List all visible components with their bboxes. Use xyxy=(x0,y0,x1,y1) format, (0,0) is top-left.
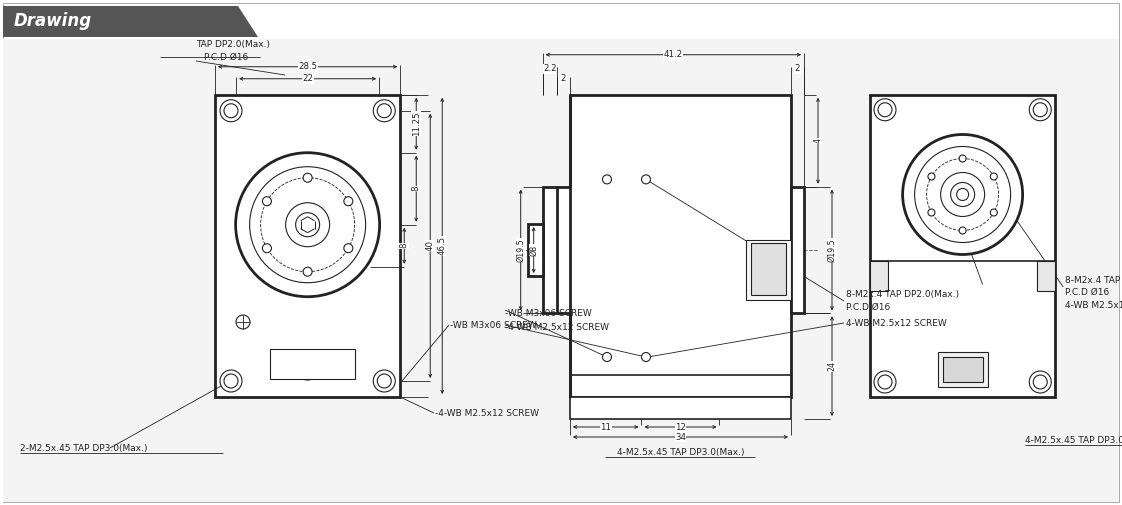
Text: 34: 34 xyxy=(675,432,686,441)
Circle shape xyxy=(950,182,975,207)
Text: P.C.D Ø16: P.C.D Ø16 xyxy=(204,53,248,62)
Circle shape xyxy=(642,352,651,362)
Text: Ø19.5: Ø19.5 xyxy=(828,238,837,262)
Circle shape xyxy=(295,213,320,237)
Bar xyxy=(942,357,983,382)
Text: 4-M2.5x.45 TAP DP3.0(Max.): 4-M2.5x.45 TAP DP3.0(Max.) xyxy=(617,447,744,457)
Polygon shape xyxy=(3,6,258,37)
Circle shape xyxy=(377,104,392,118)
Circle shape xyxy=(959,227,966,234)
Text: TAP DP2.0(Max.): TAP DP2.0(Max.) xyxy=(196,40,270,49)
Circle shape xyxy=(940,173,985,217)
Circle shape xyxy=(1029,99,1051,121)
Circle shape xyxy=(260,178,355,272)
Bar xyxy=(543,187,557,314)
Polygon shape xyxy=(1037,261,1056,291)
Text: -4-WB M2.5x12 SCREW: -4-WB M2.5x12 SCREW xyxy=(505,323,609,331)
Bar xyxy=(557,187,570,314)
Bar xyxy=(270,349,355,379)
Circle shape xyxy=(914,146,1011,242)
Circle shape xyxy=(874,99,896,121)
Text: 4: 4 xyxy=(813,138,822,143)
Text: -WB M3x06 SCREW: -WB M3x06 SCREW xyxy=(505,309,591,318)
Circle shape xyxy=(927,159,999,230)
Circle shape xyxy=(1029,371,1051,393)
Circle shape xyxy=(374,100,395,122)
Text: 2: 2 xyxy=(561,74,567,83)
Bar xyxy=(791,187,804,314)
Circle shape xyxy=(902,134,1022,255)
Circle shape xyxy=(224,104,238,118)
Circle shape xyxy=(879,375,892,389)
Circle shape xyxy=(874,371,896,393)
Text: 2: 2 xyxy=(794,64,800,73)
Circle shape xyxy=(1033,375,1047,389)
Text: 40: 40 xyxy=(425,240,434,251)
Circle shape xyxy=(928,209,935,216)
Bar xyxy=(870,95,1056,397)
Circle shape xyxy=(263,197,272,206)
Bar xyxy=(570,95,791,397)
Text: 2-M2.5x.45 TAP DP3.0(Max.): 2-M2.5x.45 TAP DP3.0(Max.) xyxy=(20,443,147,452)
Text: 28.5: 28.5 xyxy=(298,62,318,71)
Circle shape xyxy=(603,352,611,362)
Text: 11: 11 xyxy=(600,423,611,431)
Text: 4-WB M2.5x12 SCREW: 4-WB M2.5x12 SCREW xyxy=(846,319,947,328)
Circle shape xyxy=(642,175,651,184)
Bar xyxy=(938,352,987,387)
Text: 24: 24 xyxy=(828,361,837,371)
Bar xyxy=(570,397,791,419)
Circle shape xyxy=(343,244,352,252)
Circle shape xyxy=(303,267,312,276)
Text: 2.2: 2.2 xyxy=(543,64,557,73)
Text: 11.25: 11.25 xyxy=(412,112,421,136)
Bar xyxy=(215,95,401,397)
Bar xyxy=(527,224,543,276)
Text: Ø19.5: Ø19.5 xyxy=(516,238,525,262)
Text: -WB M3x06 SCREW: -WB M3x06 SCREW xyxy=(450,321,536,329)
Circle shape xyxy=(286,203,330,247)
Circle shape xyxy=(959,155,966,162)
Text: 4-WB M2.5x12 SCREW: 4-WB M2.5x12 SCREW xyxy=(1065,301,1122,311)
Circle shape xyxy=(220,100,242,122)
Text: 8-M2x.4 TAP DP2.0(Max.): 8-M2x.4 TAP DP2.0(Max.) xyxy=(846,290,959,299)
Circle shape xyxy=(236,153,379,297)
Circle shape xyxy=(957,188,968,200)
Circle shape xyxy=(991,173,997,180)
Text: 4-M2.5x.45 TAP DP3.0(Max.): 4-M2.5x.45 TAP DP3.0(Max.) xyxy=(1026,435,1122,444)
Text: P.C.D Ø16: P.C.D Ø16 xyxy=(846,302,890,312)
Circle shape xyxy=(374,370,395,392)
Text: P.C.D Ø16: P.C.D Ø16 xyxy=(1065,287,1110,296)
Circle shape xyxy=(377,374,392,388)
Circle shape xyxy=(991,209,997,216)
Polygon shape xyxy=(870,261,888,291)
Circle shape xyxy=(301,362,314,376)
Circle shape xyxy=(928,173,935,180)
Text: 12: 12 xyxy=(675,423,686,431)
Circle shape xyxy=(303,173,312,182)
Circle shape xyxy=(263,244,272,252)
Circle shape xyxy=(879,103,892,117)
Bar xyxy=(751,243,787,295)
Bar xyxy=(746,240,791,300)
Circle shape xyxy=(220,370,242,392)
Text: 8: 8 xyxy=(412,186,421,191)
Circle shape xyxy=(603,175,611,184)
Circle shape xyxy=(1033,103,1047,117)
Circle shape xyxy=(236,315,250,329)
Circle shape xyxy=(224,374,238,388)
Text: 22: 22 xyxy=(302,74,313,83)
Text: 8: 8 xyxy=(399,243,408,248)
Circle shape xyxy=(296,358,319,380)
Circle shape xyxy=(249,167,366,283)
Text: 41.2: 41.2 xyxy=(664,50,683,59)
Text: Ø8: Ø8 xyxy=(530,244,539,256)
Text: 46.5: 46.5 xyxy=(438,236,447,256)
Text: Drawing: Drawing xyxy=(13,12,92,30)
Circle shape xyxy=(343,197,352,206)
Text: 8-M2x.4 TAP DP2.0(Max.): 8-M2x.4 TAP DP2.0(Max.) xyxy=(1065,276,1122,284)
Text: -4-WB M2.5x12 SCREW: -4-WB M2.5x12 SCREW xyxy=(435,409,539,418)
